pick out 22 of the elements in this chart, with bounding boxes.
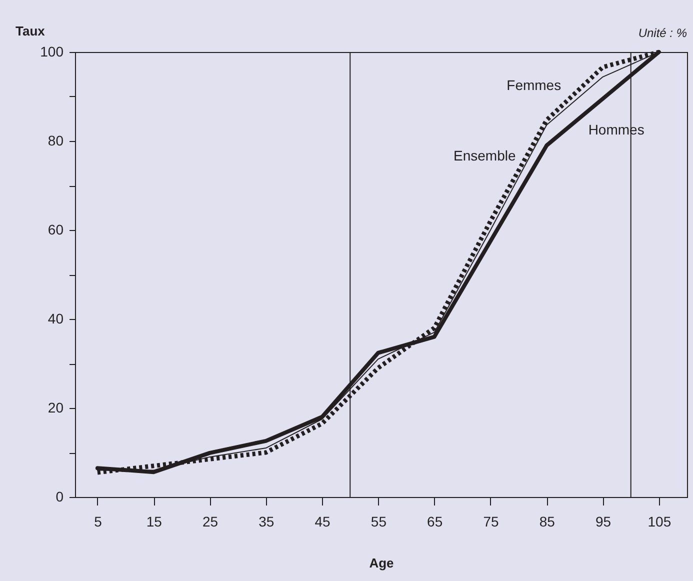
y-tick-label: 60	[48, 222, 64, 238]
series-label: Ensemble	[454, 147, 516, 164]
y-tick-label: 80	[48, 132, 64, 148]
x-tick-label: 25	[202, 514, 218, 530]
x-tick-label: 105	[648, 514, 672, 530]
x-tick-label: 85	[539, 514, 556, 530]
x-tick-label: 65	[427, 514, 443, 530]
x-tick-label: 55	[370, 514, 387, 530]
y-tick-label: 40	[48, 310, 64, 326]
y-tick-label: 0	[56, 488, 64, 504]
series-label: Femmes	[506, 76, 562, 93]
y-tick-label: 100	[40, 44, 64, 60]
y-axis-title: Taux	[16, 24, 46, 38]
x-tick-label: 5	[94, 514, 102, 530]
x-tick-label: 95	[595, 514, 612, 530]
x-tick-label: 45	[314, 514, 331, 530]
text: Unité : %	[638, 26, 688, 40]
x-tick-label: 75	[483, 514, 499, 530]
x-axis-title: Age	[369, 556, 394, 570]
x-tick-label: 35	[258, 514, 274, 530]
x-tick-label: 15	[146, 514, 162, 530]
y-tick-label: 20	[48, 400, 64, 416]
